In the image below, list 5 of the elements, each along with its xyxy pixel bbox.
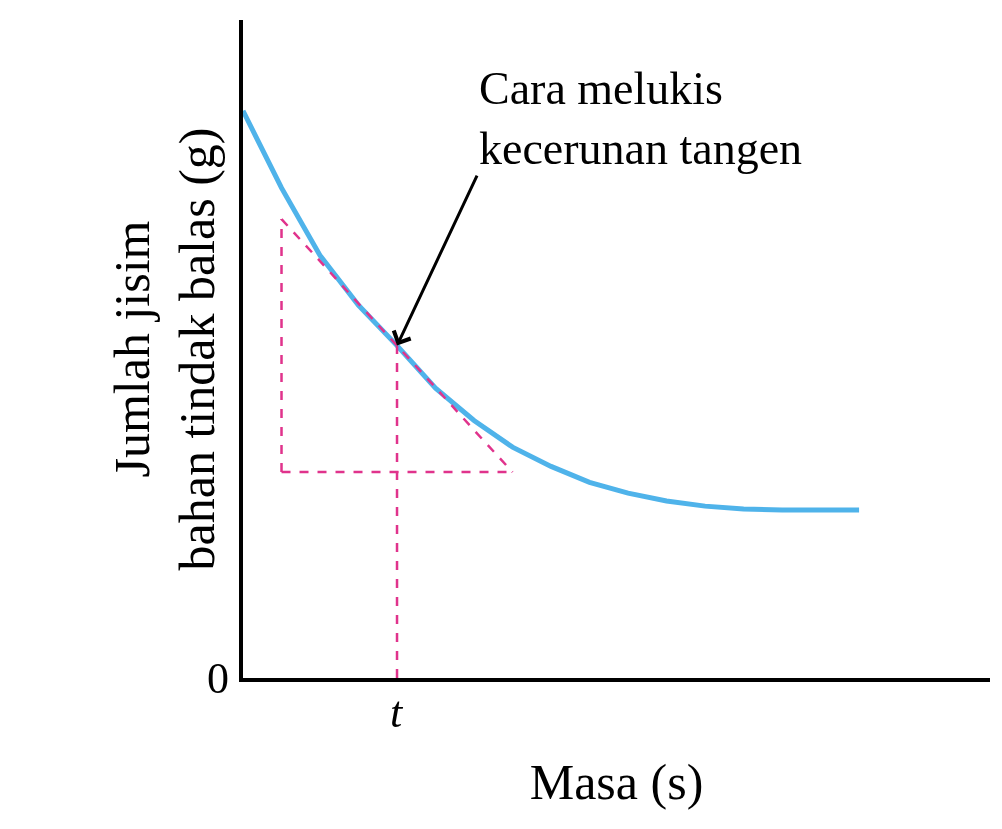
annotation: Cara melukis kecerunan tangen bbox=[479, 63, 803, 174]
text: t bbox=[390, 688, 404, 737]
text: 0 bbox=[207, 654, 229, 703]
y-axis-title: Jumlah jisim bahan tindak balas (g) bbox=[103, 127, 225, 571]
x-axis-title: Masa (s) bbox=[529, 753, 704, 810]
